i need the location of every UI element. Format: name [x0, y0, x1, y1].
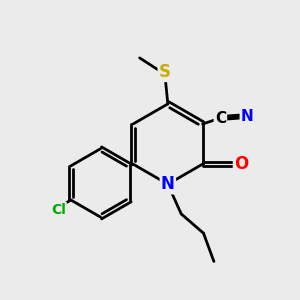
Text: Cl: Cl [51, 203, 66, 217]
Text: N: N [241, 109, 253, 124]
Text: N: N [161, 175, 175, 193]
Text: C: C [215, 110, 226, 125]
Text: O: O [234, 155, 248, 173]
Text: S: S [159, 63, 171, 81]
